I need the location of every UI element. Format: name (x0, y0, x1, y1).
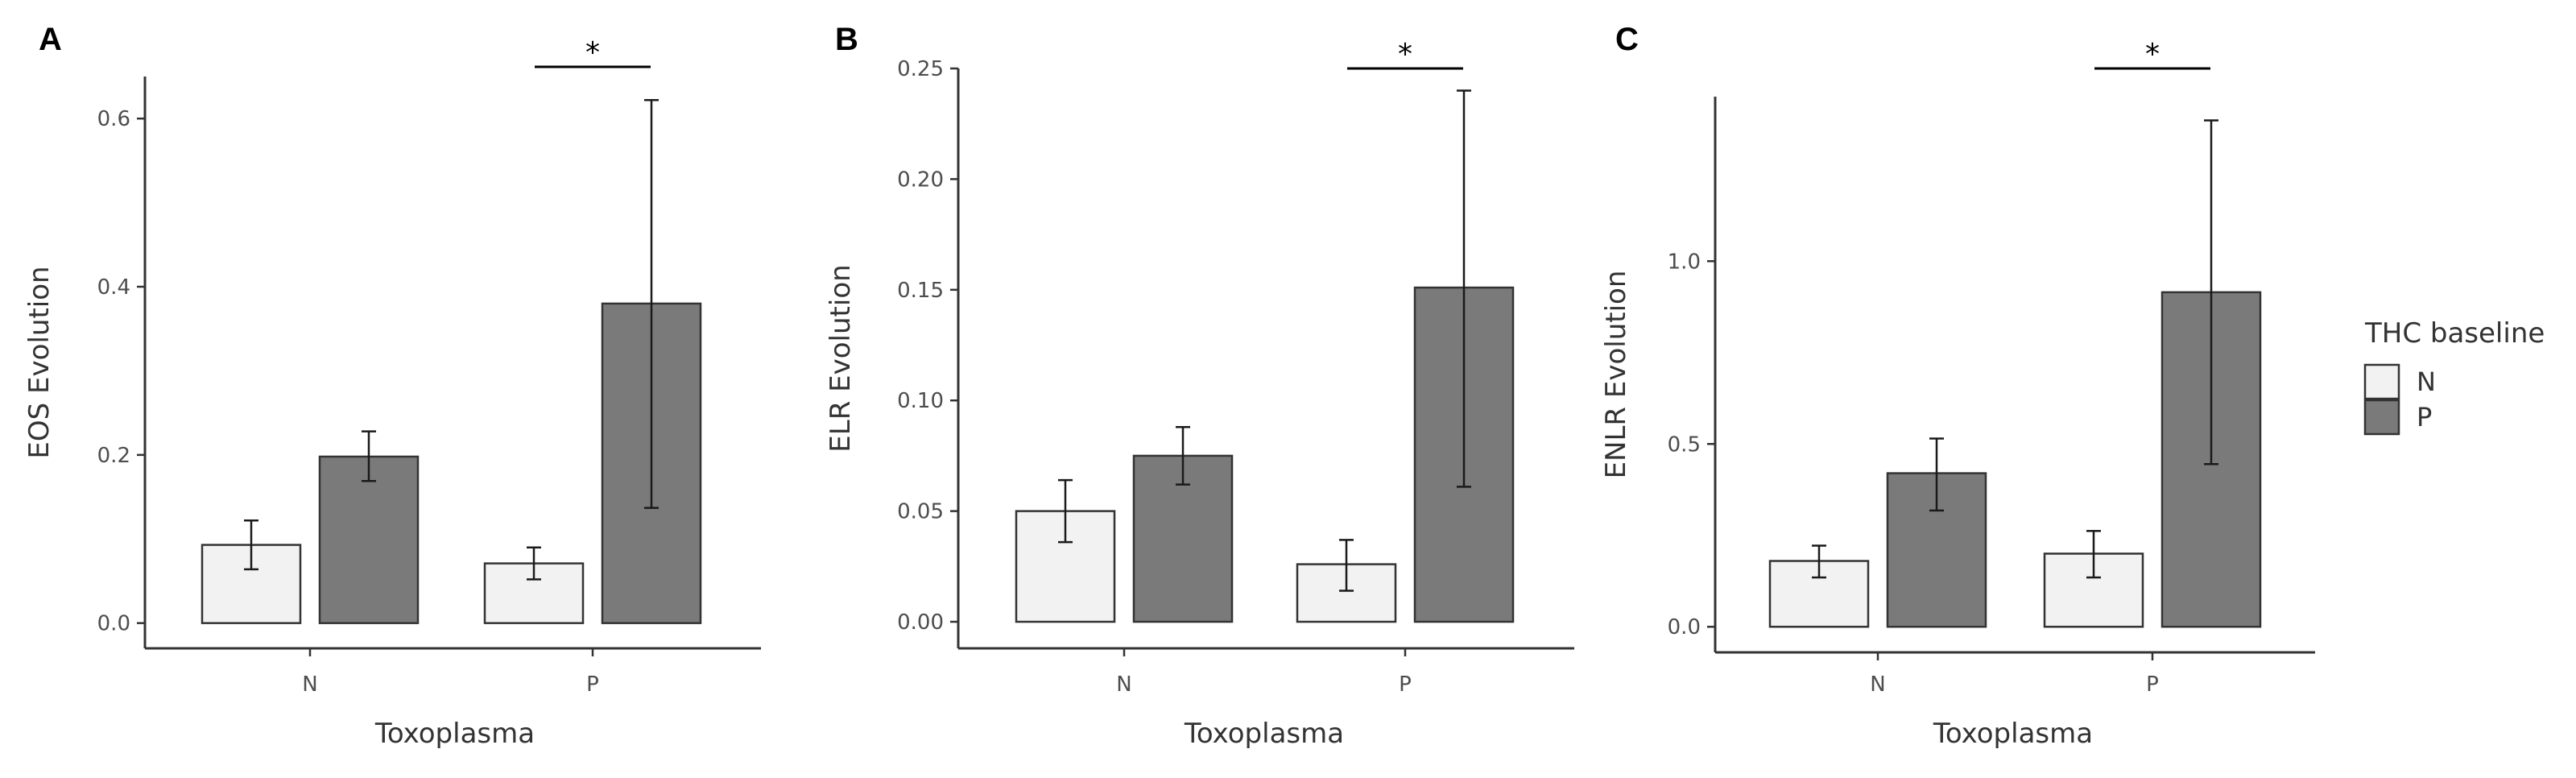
y-tick-label: 0.4 (97, 275, 130, 300)
legend-swatch-n (2363, 363, 2400, 400)
bar-n-p (318, 455, 420, 624)
y-tick-label: 0.15 (897, 279, 944, 303)
x-axis-title: Toxoplasma (1933, 718, 2093, 750)
y-tick-label: 0.0 (97, 612, 130, 636)
y-axis-title: EOS Evolution (23, 266, 56, 458)
significance-star: * (2145, 38, 2160, 71)
legend-title: THC baseline (2364, 317, 2545, 350)
y-tick-label: 0.6 (97, 107, 130, 131)
error-bar-p-n (527, 546, 541, 581)
chart-panels: A0.00.20.40.6N P*EOS EvolutionToxoplasmaB… (23, 22, 2315, 750)
error-bar-n-p (1176, 425, 1190, 486)
x-axis-title: Toxoplasma (1184, 718, 1344, 750)
legend-label-n: N (2417, 366, 2436, 397)
y-axis-title: ELR Evolution (825, 264, 857, 452)
y-tick-label: 0.2 (97, 444, 130, 468)
x-axis-title: Toxoplasma (374, 718, 535, 750)
y-tick-label: 1.0 (1668, 250, 1701, 274)
legend: THC baseline N P (2363, 317, 2545, 436)
x-tick-label: N (1870, 672, 1885, 697)
y-tick-label: 0.05 (897, 500, 944, 524)
legend-label-p: P (2417, 402, 2432, 432)
y-tick-label: 0.00 (897, 610, 944, 635)
panel-label: B (835, 22, 858, 57)
error-bar-n-n (1058, 478, 1073, 544)
error-bar-p-n (1339, 539, 1354, 592)
chart-panel-a: A 0.0 0.2 0.4 0.6 N P * EOS Evolution Toxoplasma (23, 22, 761, 750)
error-bar-n-p (362, 430, 376, 482)
y-tick-label: 0.5 (1668, 432, 1701, 457)
y-tick-label: 0.0 (1668, 615, 1701, 639)
error-bar-n-n (244, 519, 258, 571)
chart-panel-c: C 0.0 0.5 1.0 N P * ENLR Evolution Toxoplasma (1600, 22, 2315, 750)
error-bar-n-p (1929, 437, 1944, 512)
error-bar-n-n (1812, 544, 1826, 579)
error-bar-p-p (2204, 119, 2218, 466)
x-tick-label: P (586, 672, 599, 697)
x-tick-label: N (302, 672, 317, 697)
legend-swatch-p (2363, 399, 2400, 436)
error-bar-p-p (644, 98, 659, 509)
y-tick-label: 0.25 (897, 57, 944, 81)
x-tick-label: P (2146, 672, 2159, 697)
x-tick-label: N (1116, 672, 1131, 697)
panel-label: A (39, 22, 62, 57)
x-tick-label: P (1399, 672, 1412, 697)
y-axis-title: ENLR Evolution (1600, 271, 1632, 479)
chart-panel-b: B 0.00 0.05 0.10 0.15 0.20 0.25 N P * ELR Evolutio… (825, 22, 1574, 750)
panel-label: C (1615, 22, 1639, 57)
y-tick-label: 0.20 (897, 168, 944, 192)
error-bar-p-n (2086, 530, 2101, 579)
error-bar-p-p (1457, 89, 1471, 488)
significance-star: * (1398, 38, 1412, 71)
significance-star: * (585, 36, 600, 69)
y-tick-label: 0.10 (897, 389, 944, 413)
